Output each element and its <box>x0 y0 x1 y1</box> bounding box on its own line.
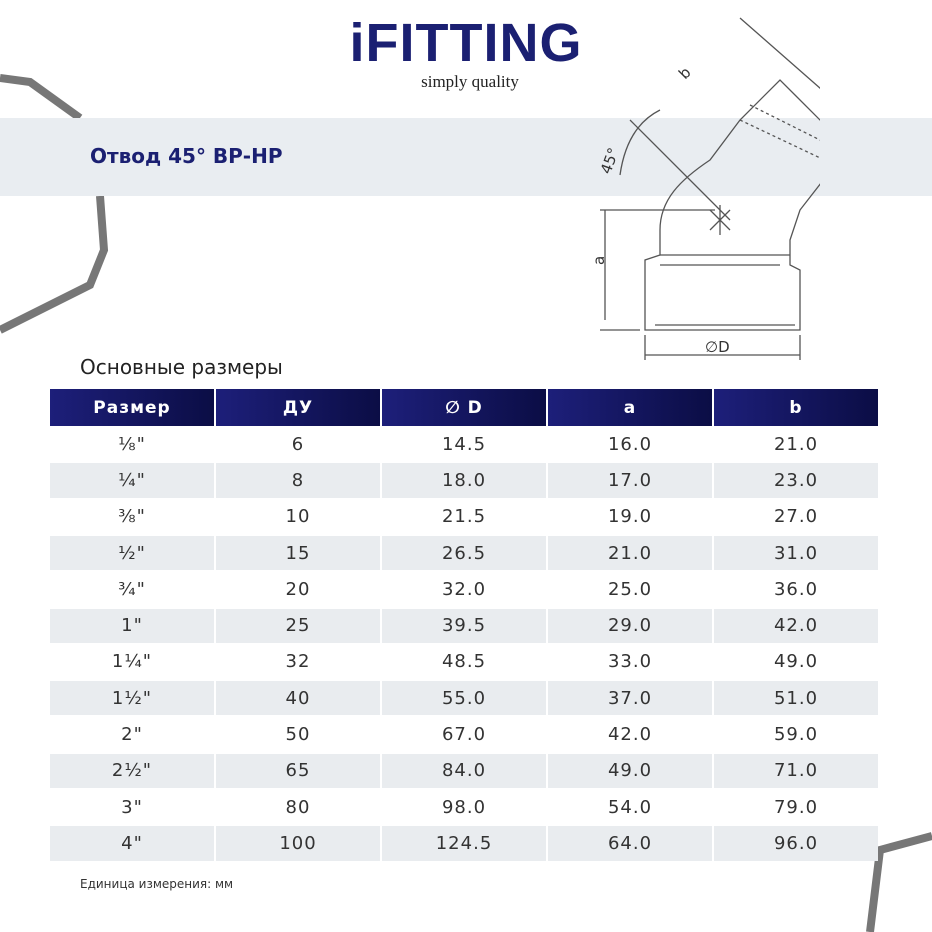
table-cell: 42.0 <box>714 608 878 643</box>
table-cell: 16.0 <box>607 433 653 455</box>
table-cell: 96.0 <box>714 826 878 861</box>
table-cell: 1½" <box>50 681 214 716</box>
table-cell: 55.0 <box>382 681 546 716</box>
table-cell: 32.0 <box>441 578 487 600</box>
table-cell: 26.5 <box>382 535 546 571</box>
table-cell: 21.5 <box>441 506 487 528</box>
table-cell: 6 <box>291 433 305 455</box>
table-cell: ¼" <box>50 463 214 498</box>
footnote: Единица измерения: мм <box>80 877 234 891</box>
table-cell: 100 <box>216 826 380 861</box>
table-cell: 25.0 <box>607 578 653 600</box>
table-cell: 39.5 <box>382 608 546 643</box>
header-cell: Размер <box>50 389 214 426</box>
title-band <box>0 118 932 196</box>
table-cell: ½" <box>50 535 214 571</box>
table-cell: 2½" <box>50 753 214 788</box>
table-cell: 50 <box>285 724 311 746</box>
title: Отвод 45° ВР-НР <box>90 144 283 168</box>
table-cell: ⅛" <box>118 433 146 455</box>
header-cell: ДУ <box>216 389 380 426</box>
header-cell: ∅ D <box>382 389 546 426</box>
table-cell: 4" <box>50 826 214 861</box>
table-cell: 124.5 <box>382 826 546 861</box>
table-cell: 10 <box>285 506 311 528</box>
table-cell: 42.0 <box>607 724 653 746</box>
hex-decor <box>866 832 932 932</box>
table-cell: 23.0 <box>714 463 878 498</box>
table-cell: 27.0 <box>773 506 819 528</box>
table-cell: 49.0 <box>548 753 712 788</box>
table-cell: 29.0 <box>548 608 712 643</box>
table-cell: 32 <box>285 651 311 673</box>
table-cell: 1" <box>50 608 214 643</box>
table-cell: 33.0 <box>607 651 653 673</box>
table-cell: 64.0 <box>548 826 712 861</box>
section-title: Основные размеры <box>80 355 283 379</box>
table-cell: 59.0 <box>773 724 819 746</box>
table-cell: 19.0 <box>607 506 653 528</box>
table-cell: 49.0 <box>773 651 819 673</box>
table-cell: 80 <box>285 796 311 818</box>
table-cell: 51.0 <box>714 681 878 716</box>
table-cell: 14.5 <box>441 433 487 455</box>
table-cell: 31.0 <box>714 535 878 571</box>
table-cell: 25 <box>216 608 380 643</box>
dim-label: ∅D <box>705 338 730 356</box>
table-cell: 67.0 <box>441 724 487 746</box>
table-cell: 21.0 <box>548 535 712 571</box>
table-cell: 48.5 <box>441 651 487 673</box>
table-cell: 54.0 <box>607 796 653 818</box>
table-cell: 15 <box>216 535 380 571</box>
table-cell: 98.0 <box>441 796 487 818</box>
table-cell: 37.0 <box>548 681 712 716</box>
table-cell: 36.0 <box>773 578 819 600</box>
table-cell: 8 <box>216 463 380 498</box>
table-cell: 40 <box>216 681 380 716</box>
table-cell: ⅜" <box>118 506 146 528</box>
dim-label: a <box>590 256 608 265</box>
table-cell: ¾" <box>118 578 146 600</box>
dim-label: 45° <box>597 145 623 176</box>
tagline: simply quality <box>421 72 519 91</box>
header-cell: a <box>548 389 712 426</box>
table-cell: 79.0 <box>773 796 819 818</box>
table-cell: 3" <box>121 796 143 818</box>
header-cell: b <box>714 389 878 426</box>
table-cell: 18.0 <box>382 463 546 498</box>
logo: iFITTING <box>349 13 583 73</box>
table-cell: 84.0 <box>382 753 546 788</box>
table-cell: 17.0 <box>548 463 712 498</box>
dim-label: b <box>675 63 694 82</box>
table-cell: 1¼" <box>111 651 153 673</box>
table-cell: 71.0 <box>714 753 878 788</box>
table-cell: 20 <box>285 578 311 600</box>
table-cell: 2" <box>121 724 143 746</box>
diagram: b 45° a ∅D <box>590 17 820 360</box>
table-cell: 65 <box>216 753 380 788</box>
table-cell: 21.0 <box>773 433 819 455</box>
hex-decor <box>0 74 109 334</box>
